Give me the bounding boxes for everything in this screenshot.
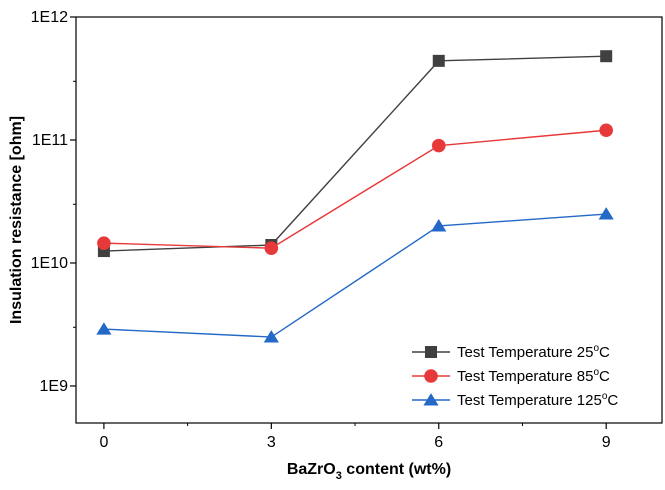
legend-label: Test Temperature 25oC — [457, 343, 610, 361]
y-tick-label: 1E9 — [40, 378, 69, 395]
data-point — [598, 207, 614, 220]
legend-item: Test Temperature 25oC — [412, 343, 610, 361]
data-point — [97, 236, 111, 250]
y-tick-label: 1E10 — [31, 255, 68, 272]
y-axis-title: Insulation resistance [ohm] — [8, 116, 25, 324]
series-1 — [97, 50, 613, 258]
plot-frame — [75, 16, 663, 424]
series-line — [103, 129, 607, 249]
y-tick-label: 1E12 — [31, 9, 68, 26]
series-line — [103, 55, 607, 252]
data-point — [431, 219, 447, 232]
data-point — [96, 322, 112, 335]
legend-marker — [424, 369, 438, 383]
y-tick-label: 1E11 — [32, 132, 68, 149]
y-axis: 1E9 1E10 1E11 1E12 — [31, 9, 76, 395]
legend: Test Temperature 25oC Test Temperature 85… — [412, 343, 618, 409]
series-2 — [97, 123, 613, 255]
data-point — [599, 123, 613, 138]
legend-marker — [423, 393, 439, 406]
data-point — [432, 54, 445, 67]
legend-item: Test Temperature 125oC — [412, 391, 618, 409]
data-point — [264, 241, 279, 255]
x-tick-label: 6 — [434, 434, 443, 451]
legend-item: Test Temperature 85oC — [412, 367, 610, 385]
x-axis-title: BaZrO3 content (wt%) — [287, 461, 451, 482]
data-point — [431, 138, 446, 153]
data-point — [263, 330, 279, 343]
x-axis: 0 3 6 9 — [99, 423, 611, 451]
series-line — [103, 213, 607, 338]
x-tick-label: 9 — [602, 434, 611, 451]
series-layer — [96, 50, 614, 343]
legend-label: Test Temperature 125oC — [457, 391, 618, 409]
x-tick-label: 0 — [99, 434, 108, 451]
x-tick-label: 3 — [267, 434, 276, 451]
legend-marker — [425, 346, 437, 358]
series-3 — [96, 207, 614, 343]
legend-label: Test Temperature 85oC — [457, 367, 610, 385]
data-point — [600, 50, 613, 63]
